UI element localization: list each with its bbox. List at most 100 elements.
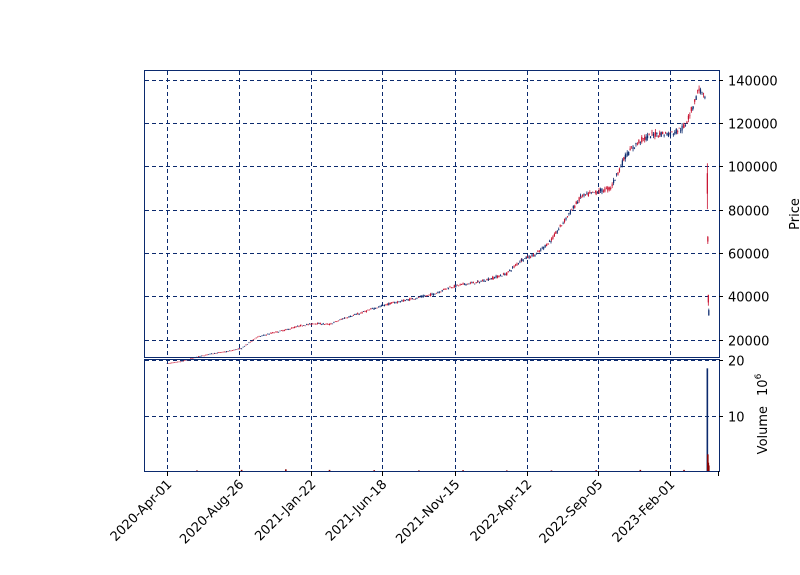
volume-bar <box>683 469 685 471</box>
candle-body <box>307 324 309 325</box>
candle-body <box>575 201 577 204</box>
candle-body <box>548 241 551 242</box>
candle-body <box>179 361 182 363</box>
candle-body <box>225 351 228 352</box>
candle-body <box>604 188 606 192</box>
x-tick-label: 2021-Nov-15 <box>393 477 463 547</box>
candle-body <box>282 330 284 332</box>
candle-body <box>692 107 694 108</box>
candle-body <box>216 352 218 354</box>
candle-body <box>561 225 563 227</box>
x-tick-label: 2022-Apr-12 <box>468 477 535 544</box>
candle-body <box>599 189 602 192</box>
candle-body <box>391 302 393 304</box>
candle-body <box>277 331 280 333</box>
candle-body <box>296 326 299 327</box>
candle-body <box>625 155 627 158</box>
candle-body <box>240 348 242 349</box>
candle-body <box>200 355 202 357</box>
candle-body <box>432 293 435 296</box>
candle-body <box>529 256 532 258</box>
candle-body <box>224 351 226 353</box>
candle-body <box>477 281 479 282</box>
candle-body <box>315 323 317 325</box>
candle-body <box>566 216 569 217</box>
candle-body <box>254 338 256 340</box>
candle-body <box>222 351 224 353</box>
candle-body <box>680 130 682 132</box>
candle-body <box>208 354 210 356</box>
candle-body <box>499 275 502 276</box>
candle-body <box>413 299 415 300</box>
candle-body <box>190 358 192 360</box>
candle-body <box>447 288 450 290</box>
candle-body <box>671 131 673 133</box>
volume-bar <box>706 368 709 471</box>
candle-body <box>601 188 603 193</box>
candle-body <box>304 325 306 327</box>
price-tick-label: 140000 <box>728 75 778 90</box>
candle-body <box>690 107 692 112</box>
candle-body <box>382 305 384 307</box>
candle-body <box>354 314 356 315</box>
price-axis-label: Price <box>788 198 800 230</box>
candle-body <box>431 293 433 295</box>
candle-body <box>633 147 636 149</box>
candle-body <box>641 136 643 142</box>
candle-body <box>504 273 506 276</box>
candle-body <box>449 286 451 288</box>
volume-tick-label: 10 <box>728 411 745 426</box>
candle-body <box>559 225 561 227</box>
candle-body <box>707 294 709 303</box>
candle-body <box>502 273 504 275</box>
candle-body <box>638 140 640 144</box>
candle-body <box>552 236 554 239</box>
candle-body <box>362 311 365 312</box>
volume-bar <box>708 465 710 471</box>
candle-body <box>514 264 517 266</box>
candle-body <box>209 353 211 355</box>
candle-body <box>316 323 318 325</box>
x-tick-label: 2021-Jun-18 <box>323 477 390 544</box>
candle-body <box>701 91 703 93</box>
candle-body <box>175 361 177 363</box>
candle-body <box>171 362 173 364</box>
candle-body <box>396 301 399 303</box>
price-tick-label: 100000 <box>728 161 778 176</box>
candle-body <box>322 323 324 325</box>
candle-body <box>283 329 285 331</box>
candle-body <box>306 324 308 325</box>
candle-body <box>568 213 570 215</box>
candle-body <box>684 125 687 126</box>
volume-bar <box>373 470 376 471</box>
x-tick-label: 2023-Feb-01 <box>610 477 679 546</box>
candle-body <box>343 317 346 319</box>
candle-body <box>681 125 683 131</box>
candle-body <box>392 302 394 303</box>
candle-body <box>486 279 488 280</box>
candle-body <box>613 180 615 184</box>
price-y-axis: 20000 40000 60000 80000 100000 120000 140000 <box>719 75 778 350</box>
candle-body <box>651 132 653 134</box>
candle-body <box>376 307 378 309</box>
volume-bar <box>418 470 420 472</box>
candle-body <box>301 325 303 327</box>
candle-body <box>268 334 270 335</box>
candle-body <box>469 282 471 284</box>
candle-body <box>452 287 454 288</box>
candle-body <box>388 303 390 305</box>
candle-body <box>550 238 553 240</box>
candle-body <box>474 283 476 285</box>
volume-bar <box>196 470 198 472</box>
candle-body <box>558 228 560 230</box>
candle-body <box>667 133 670 137</box>
candle-body <box>495 275 497 278</box>
candle-body <box>422 295 424 297</box>
x-tick-label: 2020-Apr-01 <box>108 477 175 544</box>
candle-body <box>669 132 672 136</box>
candle-body <box>484 280 487 282</box>
candle-body <box>596 192 599 194</box>
candle-body <box>349 315 352 317</box>
candle-body <box>657 135 659 137</box>
candle-body <box>310 323 312 325</box>
